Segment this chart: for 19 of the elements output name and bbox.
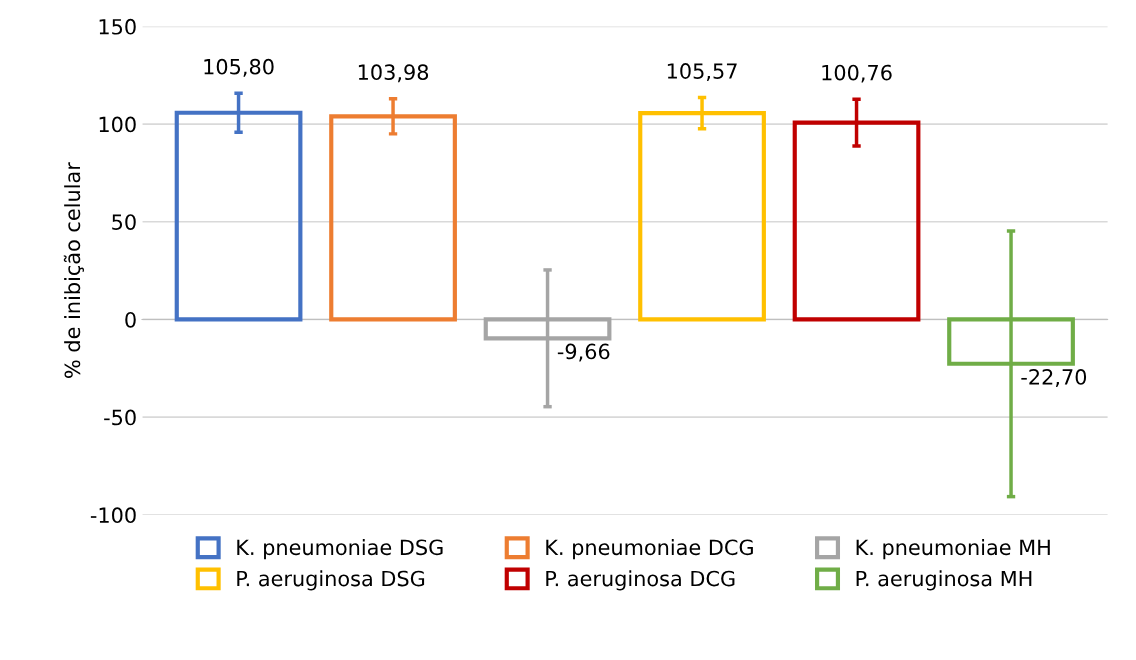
y-tick-label: 0 — [125, 311, 136, 328]
legend-label: K. pneumoniae MH — [856, 539, 1050, 560]
legend-label: P. aeruginosa MH — [856, 570, 1032, 591]
data-label: -9,66 — [557, 343, 610, 362]
y-tick-label: 150 — [99, 18, 136, 35]
data-label: 105,57 — [667, 63, 737, 82]
y-tick-label: -50 — [104, 409, 136, 426]
data-label: -22,70 — [1021, 369, 1087, 387]
legend-label: P. aeruginosa DCG — [546, 570, 735, 591]
y-tick-label: 100 — [99, 116, 136, 133]
y-tick-label: -100 — [90, 507, 136, 524]
legend-label: P. aeruginosa DSG — [237, 570, 425, 591]
data-label: 103,98 — [358, 64, 429, 83]
legend-label: K. pneumoniae DSG — [237, 539, 443, 560]
y-tick-label: 50 — [112, 214, 136, 230]
data-label: 105,80 — [204, 58, 274, 77]
data-label: 100,76 — [822, 64, 892, 83]
y-axis-title: % de inibição celular — [63, 162, 84, 378]
legend-label: K. pneumoniae DCG — [546, 539, 753, 560]
